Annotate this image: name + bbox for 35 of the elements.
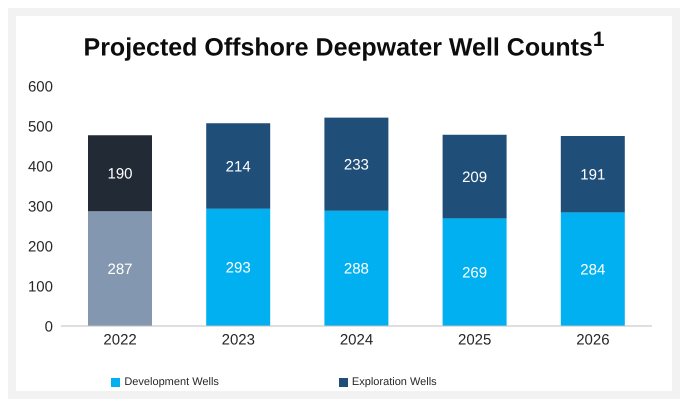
data-label: 269 [462,264,488,282]
bar [560,136,625,212]
bar [206,208,270,326]
data-label: 287 [107,260,133,278]
bar [442,134,507,218]
x-tick-label: 2024 [340,332,374,349]
x-tick-label: 2023 [222,332,255,349]
y-tick-label: 400 [28,158,53,176]
y-tick-label: 100 [28,278,53,296]
chart-title: Projected Offshore Deepwater Well Counts$^{1}$ [82,28,606,62]
data-label: 214 [226,158,251,176]
bar [560,212,625,326]
bar [88,135,152,212]
bar [324,210,388,326]
data-label: 190 [107,166,133,183]
y-tick-label: 200 [28,238,53,256]
data-label: 209 [462,168,488,186]
bar [324,118,388,211]
x-tick-label: 2025 [458,332,492,349]
x-tick-label: 2022 [103,332,137,349]
bar [442,218,507,326]
data-label: 284 [580,262,606,279]
y-tick-label: 0 [44,318,53,336]
legend-label: Exploration Wells [352,376,437,388]
y-tick-label: 600 [28,78,53,96]
bar [88,211,152,326]
data-label: 233 [344,156,369,174]
legend-label: Development Wells [124,376,219,388]
data-label: 293 [226,260,251,277]
y-tick-label: 300 [28,198,53,216]
data-label: 288 [344,260,369,278]
data-label: 191 [580,166,606,184]
y-tick-label: 500 [28,118,53,136]
x-tick-label: 2026 [576,332,610,349]
bar [206,123,270,209]
